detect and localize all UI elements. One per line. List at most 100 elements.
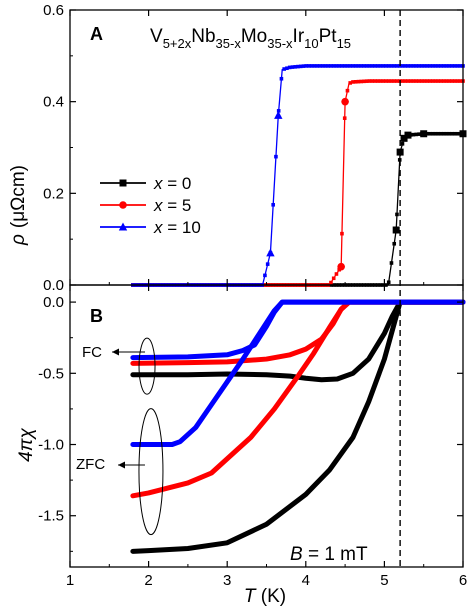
title-part-8: Pt bbox=[319, 26, 338, 47]
rho-dense-marker bbox=[362, 64, 366, 68]
rho-dense-marker bbox=[450, 79, 454, 83]
fc-ellipse bbox=[138, 337, 156, 395]
rho-dense-marker bbox=[428, 64, 432, 68]
rho-dense-marker bbox=[370, 79, 375, 83]
rho-dense-marker bbox=[329, 64, 333, 68]
rho-dense-marker bbox=[298, 64, 303, 69]
rho-dense-marker bbox=[271, 202, 275, 207]
rho-marker-x0 bbox=[404, 131, 412, 139]
rho-dense-marker bbox=[458, 64, 463, 68]
rho-dense-marker bbox=[323, 64, 328, 68]
rho-marker-x0 bbox=[400, 134, 408, 142]
rho-dense-marker bbox=[439, 79, 443, 83]
title-part-0: V bbox=[150, 26, 163, 47]
y-axis-label-b: 4πχ bbox=[16, 428, 37, 462]
rho-dense-marker bbox=[406, 79, 410, 83]
x-tick-label: 1 bbox=[66, 572, 74, 589]
rho-dense-marker bbox=[381, 64, 386, 68]
chi-line-5 bbox=[130, 299, 466, 448]
chart-a-title: V5+2xNb35-xMo35-xIr10Pt15 bbox=[150, 26, 351, 51]
rho-dense-marker bbox=[364, 64, 369, 68]
rho-dense-marker bbox=[417, 79, 421, 83]
rho-dense-marker bbox=[455, 79, 460, 83]
rho-dense-marker bbox=[334, 64, 339, 68]
rho-dense-marker bbox=[422, 64, 427, 68]
legend-var: x bbox=[153, 196, 163, 215]
title-part-1: 5+2x bbox=[163, 36, 192, 51]
rho-dense-marker bbox=[356, 79, 361, 84]
rho-dense-marker bbox=[320, 64, 325, 68]
rho-dense-marker bbox=[287, 65, 292, 70]
rho-dense-marker bbox=[351, 64, 355, 68]
x-tick-label: 4 bbox=[302, 572, 310, 589]
legend-marker bbox=[119, 179, 127, 187]
rho-dense-marker bbox=[307, 64, 311, 68]
zfc-arrowhead bbox=[118, 461, 125, 469]
rho-dense-marker bbox=[359, 64, 364, 68]
rho-dense-marker bbox=[378, 79, 383, 83]
rho-dense-marker bbox=[370, 64, 375, 68]
rho-dense-marker bbox=[425, 64, 430, 68]
y-tick-label-b: -1.5 bbox=[38, 508, 64, 525]
rho-dense-marker bbox=[395, 64, 399, 68]
x-tick-label: 6 bbox=[459, 572, 467, 589]
rho-marker-x0 bbox=[392, 226, 400, 234]
panel-a-label: A bbox=[90, 24, 103, 44]
x-tick-label: 2 bbox=[144, 572, 152, 589]
rho-dense-marker bbox=[411, 132, 416, 137]
rho-dense-marker bbox=[386, 280, 391, 285]
title-part-6: Ir bbox=[293, 26, 305, 47]
rho-dense-marker bbox=[375, 64, 380, 68]
annotation-field: B = 1 mT bbox=[290, 544, 368, 565]
y-tick-label-b: 0.0 bbox=[43, 294, 64, 311]
rho-marker-x5 bbox=[341, 97, 349, 106]
chi-line-1 bbox=[130, 299, 466, 554]
rho-dense-marker bbox=[417, 64, 421, 68]
rho-dense-marker bbox=[422, 79, 427, 83]
rho-dense-marker bbox=[430, 79, 435, 83]
legend-entry-x10: x = 10 bbox=[100, 218, 201, 237]
rho-dense-marker bbox=[419, 64, 424, 68]
rho-dense-marker bbox=[367, 79, 372, 83]
rho-dense-marker bbox=[348, 81, 353, 85]
rho-dense-marker bbox=[296, 64, 300, 69]
rho-dense-marker bbox=[411, 79, 416, 83]
rho-dense-marker bbox=[433, 64, 438, 68]
rho-dense-marker bbox=[414, 64, 419, 68]
rho-dense-marker bbox=[450, 131, 454, 136]
rho-dense-marker bbox=[389, 261, 394, 265]
chi-series-5 bbox=[130, 299, 466, 448]
rho-dense-marker bbox=[441, 131, 446, 136]
rho-dense-marker bbox=[400, 142, 405, 146]
legend-eq: = 10 bbox=[163, 218, 201, 237]
title-part-7: 10 bbox=[304, 36, 318, 51]
rho-dense-marker bbox=[408, 64, 413, 68]
rho-dense-marker bbox=[384, 64, 388, 68]
rho-dense-marker bbox=[285, 66, 289, 71]
rho-dense-marker bbox=[359, 79, 364, 84]
rho-dense-marker bbox=[425, 131, 430, 136]
rho-dense-marker bbox=[331, 276, 336, 281]
legend-entry-x0: x = 0 bbox=[100, 174, 191, 193]
fc-arrowhead bbox=[112, 348, 119, 356]
rho-dense-marker bbox=[444, 131, 449, 136]
rho-dense-marker bbox=[375, 79, 380, 83]
rho-dense-marker bbox=[315, 64, 319, 68]
field-symbol: B bbox=[290, 544, 303, 565]
rho-dense-marker bbox=[428, 79, 432, 83]
legend-label: x = 5 bbox=[153, 196, 191, 215]
rho-dense-marker bbox=[433, 131, 438, 136]
annotation-fc: FC bbox=[82, 344, 102, 361]
rho-dense-marker bbox=[265, 262, 270, 266]
y-tick-label-a: 0.2 bbox=[43, 185, 64, 202]
rho-dense-marker bbox=[447, 131, 452, 136]
x-tick-label: 3 bbox=[223, 572, 231, 589]
title-part-4: Mo bbox=[241, 26, 267, 47]
title-part-3: 35-x bbox=[216, 36, 242, 51]
rho-dense-marker bbox=[345, 88, 350, 93]
rho-dense-marker bbox=[447, 64, 452, 68]
rho-dense-marker bbox=[403, 64, 408, 68]
x-tick-label: 5 bbox=[380, 572, 388, 589]
legend-label: x = 0 bbox=[153, 174, 191, 193]
rho-dense-marker bbox=[337, 64, 342, 68]
